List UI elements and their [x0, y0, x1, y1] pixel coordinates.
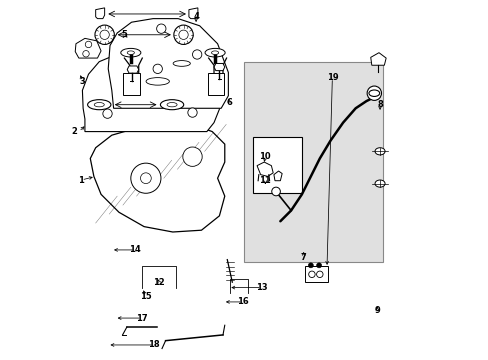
Ellipse shape [374, 180, 384, 187]
Circle shape [183, 147, 202, 166]
Circle shape [95, 25, 114, 44]
Ellipse shape [211, 51, 218, 54]
Circle shape [82, 50, 89, 57]
Ellipse shape [160, 100, 183, 110]
Text: 2: 2 [71, 127, 77, 136]
Polygon shape [370, 53, 386, 65]
Text: 9: 9 [373, 306, 379, 315]
Circle shape [366, 86, 381, 100]
Circle shape [316, 271, 323, 278]
Text: 7: 7 [300, 253, 306, 262]
Circle shape [156, 24, 165, 33]
Text: 10: 10 [259, 152, 270, 161]
FancyBboxPatch shape [123, 73, 140, 95]
Polygon shape [127, 66, 139, 73]
Text: 8: 8 [376, 100, 382, 109]
Polygon shape [90, 125, 224, 232]
Ellipse shape [374, 148, 384, 155]
Ellipse shape [167, 103, 177, 107]
Circle shape [308, 263, 313, 268]
Text: 13: 13 [255, 283, 267, 292]
Polygon shape [96, 8, 104, 19]
Polygon shape [188, 8, 198, 19]
Circle shape [316, 263, 321, 268]
Text: 19: 19 [326, 73, 338, 82]
Ellipse shape [94, 103, 104, 107]
Circle shape [174, 25, 193, 44]
Circle shape [131, 163, 161, 193]
Text: 6: 6 [226, 98, 232, 107]
Ellipse shape [173, 60, 190, 66]
Ellipse shape [121, 48, 141, 57]
Circle shape [102, 109, 112, 118]
Text: 18: 18 [148, 341, 160, 350]
FancyBboxPatch shape [305, 266, 327, 282]
FancyBboxPatch shape [253, 137, 301, 193]
Text: 15: 15 [140, 292, 151, 301]
FancyBboxPatch shape [207, 73, 224, 95]
Polygon shape [75, 39, 101, 58]
Text: 5: 5 [121, 30, 127, 39]
Polygon shape [82, 49, 221, 132]
Ellipse shape [368, 90, 379, 96]
Circle shape [85, 41, 92, 48]
Ellipse shape [204, 48, 224, 57]
Polygon shape [214, 63, 224, 71]
Text: 16: 16 [236, 297, 248, 306]
Ellipse shape [146, 78, 169, 85]
Text: 3: 3 [80, 77, 85, 86]
Circle shape [100, 30, 109, 40]
Text: 11: 11 [259, 176, 271, 185]
Circle shape [187, 108, 197, 117]
Text: 17: 17 [136, 314, 147, 323]
Circle shape [271, 187, 280, 196]
Text: 14: 14 [129, 246, 141, 255]
Polygon shape [108, 19, 228, 108]
Circle shape [140, 173, 151, 184]
Circle shape [192, 50, 202, 59]
Ellipse shape [127, 51, 134, 54]
Ellipse shape [87, 100, 111, 110]
Polygon shape [257, 162, 273, 176]
Circle shape [179, 30, 188, 40]
Circle shape [153, 64, 162, 73]
FancyBboxPatch shape [244, 62, 382, 262]
Text: 1: 1 [78, 176, 84, 185]
Text: 4: 4 [193, 12, 199, 21]
Text: 12: 12 [153, 278, 164, 287]
Circle shape [308, 271, 314, 278]
Polygon shape [273, 171, 282, 181]
